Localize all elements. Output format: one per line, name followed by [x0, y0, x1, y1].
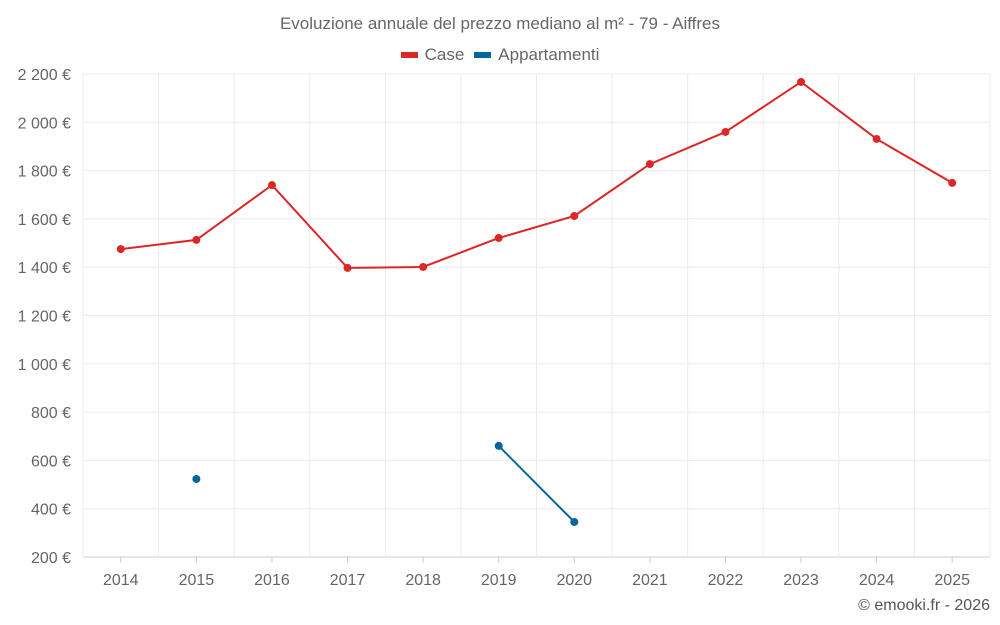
legend-swatch-appartamenti	[474, 52, 492, 58]
y-tick-label: 1 400 €	[18, 260, 71, 277]
x-tick-label: 2023	[783, 572, 819, 589]
data-point-appartamenti	[192, 474, 201, 483]
x-tick-label: 2015	[179, 572, 215, 589]
data-point-case	[192, 235, 201, 244]
data-point-case	[797, 77, 806, 86]
y-tick-label: 200 €	[31, 550, 71, 567]
data-point-appartamenti	[494, 441, 503, 450]
x-tick-label: 2021	[632, 572, 668, 589]
data-point-case	[872, 134, 881, 143]
y-tick-label: 600 €	[31, 453, 71, 470]
x-tick-label: 2014	[103, 572, 139, 589]
y-tick-label: 1 200 €	[18, 309, 71, 326]
y-tick-label: 1 800 €	[18, 164, 71, 181]
legend-label-case: Case	[424, 45, 465, 64]
y-tick-label: 400 €	[31, 502, 71, 519]
credit: © emooki.fr - 2026	[858, 597, 990, 614]
legend-swatch-case	[400, 52, 418, 58]
series-line-appartamenti	[497, 445, 576, 523]
legend-label-appartamenti: Appartamenti	[498, 45, 600, 64]
x-tick-label: 2018	[405, 572, 441, 589]
y-tick-label: 1 000 €	[18, 357, 71, 374]
legend-item-appartamenti[interactable]: Appartamenti	[474, 45, 599, 65]
y-tick-label: 2 200 €	[18, 67, 71, 84]
series-line-case	[120, 80, 953, 269]
y-tick-label: 2 000 €	[18, 115, 71, 132]
x-tick-label: 2019	[481, 572, 517, 589]
x-tick-label: 2022	[708, 572, 744, 589]
y-tick-label: 1 600 €	[18, 212, 71, 229]
data-point-case	[645, 160, 654, 169]
data-point-case	[721, 127, 730, 136]
data-point-case	[419, 262, 428, 271]
data-point-case	[267, 181, 276, 190]
data-point-case	[570, 212, 579, 221]
data-point-case	[948, 178, 957, 187]
x-tick-label: 2017	[330, 572, 366, 589]
data-point-case	[116, 245, 125, 254]
x-tick-label: 2025	[934, 572, 970, 589]
legend-item-case[interactable]: Case	[400, 45, 465, 65]
chart-title: Evoluzione annuale del prezzo mediano al…	[279, 14, 721, 33]
data-point-case	[494, 233, 503, 242]
x-tick-label: 2024	[859, 572, 895, 589]
y-tick-label: 800 €	[31, 405, 71, 422]
legend: Case Appartamenti	[0, 45, 1000, 65]
x-tick-label: 2020	[556, 572, 592, 589]
data-point-appartamenti	[570, 517, 579, 526]
data-point-case	[343, 263, 352, 272]
x-tick-label: 2016	[254, 572, 290, 589]
